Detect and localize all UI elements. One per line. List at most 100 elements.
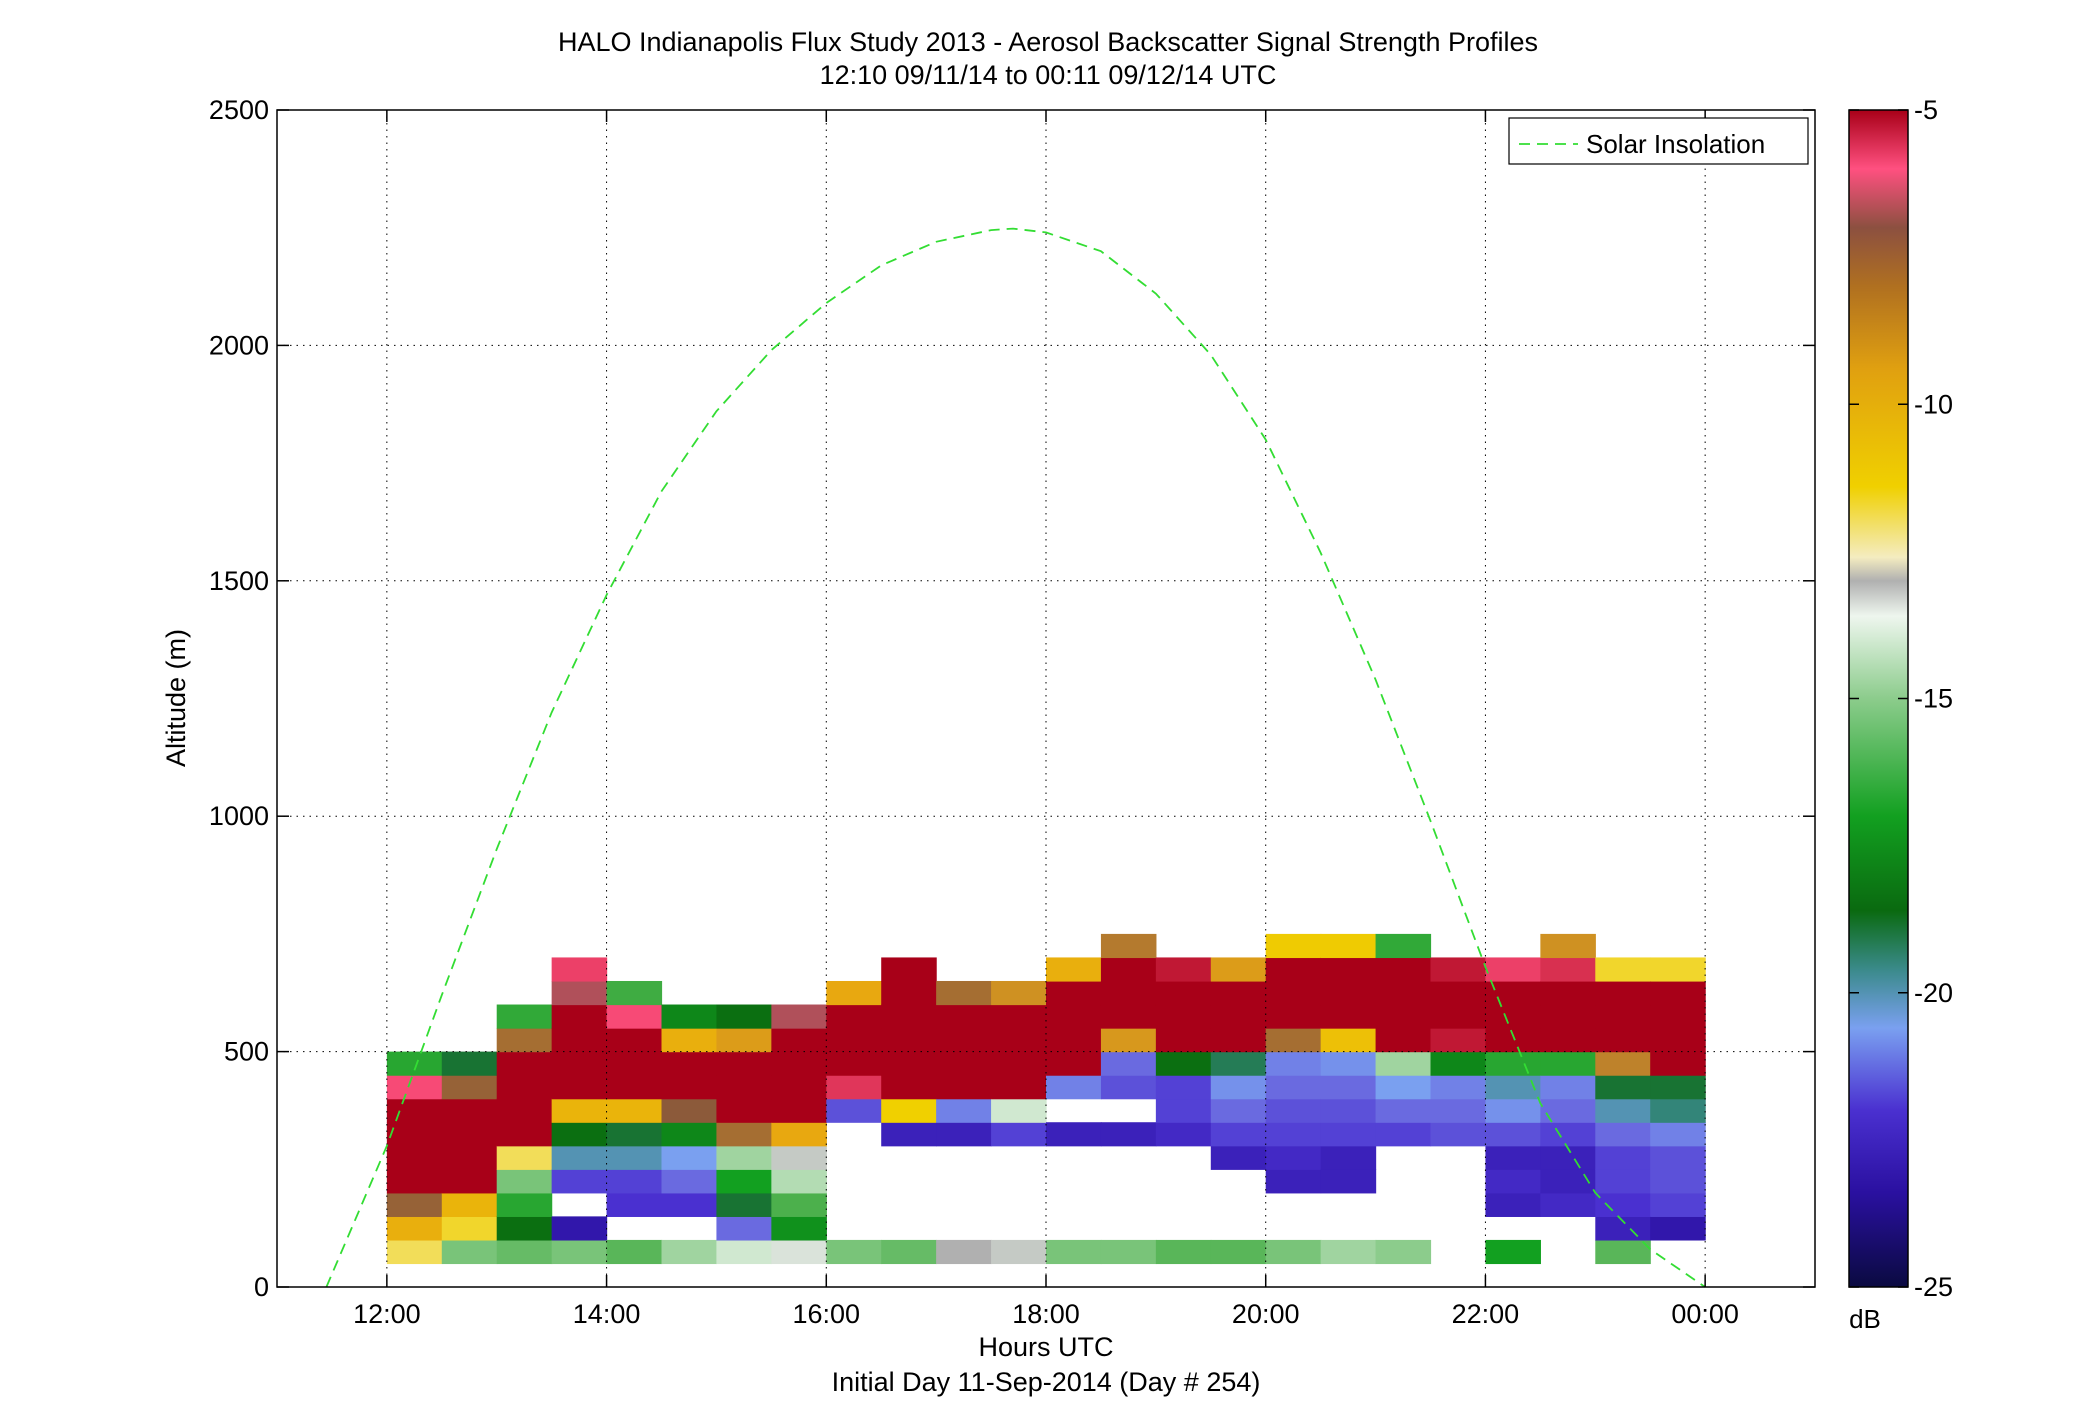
heatmap-cell	[606, 1122, 663, 1147]
heatmap-cell	[496, 1216, 553, 1241]
heatmap-cell	[386, 1098, 443, 1123]
heatmap-cell	[881, 1028, 937, 1053]
heatmap-cell	[1650, 957, 1706, 982]
heatmap-cell	[826, 1051, 882, 1076]
heatmap-cell	[716, 1122, 772, 1147]
heatmap-cell	[1210, 957, 1267, 982]
heatmap-cell	[1265, 1098, 1322, 1123]
colorbar-tick-label: -25	[1914, 1272, 1953, 1302]
heatmap-cell	[551, 1122, 608, 1147]
heatmap-cell	[661, 1075, 718, 1100]
heatmap-cell	[1046, 1051, 1102, 1076]
heatmap-cell	[1540, 957, 1596, 982]
heatmap-cell	[1100, 1239, 1157, 1265]
heatmap-cell	[771, 1192, 827, 1217]
heatmap-cell	[1430, 1098, 1487, 1123]
heatmap-cell	[936, 1051, 992, 1076]
heatmap-cell	[716, 1075, 772, 1100]
heatmap-cell	[551, 1075, 608, 1100]
heatmap-cell	[1320, 980, 1377, 1006]
heatmap-cell	[1265, 1004, 1322, 1029]
heatmap-cell	[386, 1239, 443, 1265]
heatmap-cell	[441, 1051, 498, 1076]
x-tick-label: 18:00	[1012, 1299, 1080, 1329]
heatmap-cell	[1320, 1004, 1377, 1029]
heatmap-cell	[1650, 1145, 1706, 1170]
heatmap-cell	[606, 1051, 663, 1076]
heatmap-cell	[606, 1239, 663, 1265]
heatmap-cell	[386, 1192, 443, 1217]
heatmap-cell	[1485, 1004, 1541, 1029]
heatmap-cell	[441, 1075, 498, 1100]
heatmap-cell	[1320, 1051, 1377, 1076]
heatmap-cell	[551, 1169, 608, 1194]
solar-insolation-line	[325, 227, 1706, 1288]
heatmap-cell	[1595, 1098, 1651, 1123]
heatmap-cell	[496, 1051, 553, 1076]
legend-box	[1508, 117, 1809, 165]
heatmap-cell	[1210, 1145, 1267, 1170]
heatmap-cell	[1265, 1122, 1322, 1147]
heatmap-cell	[441, 1145, 498, 1170]
heatmap-cell	[1265, 1051, 1322, 1076]
heatmap-cell	[1210, 1028, 1267, 1053]
heatmap-cell	[441, 1239, 498, 1265]
heatmap-cell	[1375, 1028, 1432, 1053]
heatmap-cell	[991, 1004, 1047, 1029]
heatmap-cell	[386, 1051, 443, 1076]
heatmap-cell	[1540, 1192, 1596, 1217]
heatmap-cell	[606, 1004, 663, 1029]
heatmap-cell	[1320, 1169, 1377, 1194]
heatmap-cell	[1375, 933, 1432, 959]
heatmap-cell	[936, 1239, 992, 1265]
heatmap-cell	[1540, 1122, 1596, 1147]
heatmap-cell	[826, 980, 882, 1006]
heatmap-cell	[1595, 1192, 1651, 1217]
heatmap-cell	[1046, 1122, 1102, 1147]
heatmap-cell	[1210, 1098, 1267, 1123]
heatmap-cell	[1046, 1004, 1102, 1029]
heatmap-cell	[1540, 1051, 1596, 1076]
axis-ticks: 12:00 14:00 16:00 18:00 20:00 22:00 00:00 0 500 1…	[209, 95, 1815, 1329]
heatmap-cell	[936, 1004, 992, 1029]
heatmap-cell	[661, 1192, 718, 1217]
heatmap-cell	[1375, 1122, 1432, 1147]
heatmap-cell	[1100, 1075, 1157, 1100]
heatmap-cell	[1100, 933, 1157, 959]
heatmap-cell	[771, 1098, 827, 1123]
heatmap-cell	[606, 1098, 663, 1123]
heatmap-cell	[1320, 1028, 1377, 1053]
heatmap-cell	[551, 1028, 608, 1053]
heatmap-cell	[441, 1098, 498, 1123]
heatmap-cell	[1595, 1028, 1651, 1053]
heatmap-cell	[991, 1028, 1047, 1053]
x-tick-label: 14:00	[573, 1299, 641, 1329]
heatmap-cell	[1595, 957, 1651, 982]
heatmap-cell	[1265, 1239, 1322, 1265]
heatmap-cell	[1650, 1098, 1706, 1123]
heatmap-cell	[1155, 1098, 1212, 1123]
heatmap-cell	[1595, 980, 1651, 1006]
heatmap-cell	[826, 1028, 882, 1053]
heatmap-cell	[1650, 1051, 1706, 1076]
heatmap-cell	[1155, 1239, 1212, 1265]
heatmap-cell	[1540, 1075, 1596, 1100]
heatmap-cell	[716, 1216, 772, 1241]
heatmap-cell	[1210, 1051, 1267, 1076]
heatmap-cell	[771, 1239, 827, 1265]
heatmap-cell	[771, 1075, 827, 1100]
heatmap-cell	[1265, 1169, 1322, 1194]
heatmap-cell	[716, 1051, 772, 1076]
heatmap-cell	[1485, 1051, 1541, 1076]
y-tick-label: 0	[254, 1272, 269, 1302]
heatmap-cell	[1540, 1004, 1596, 1029]
heatmap-cell	[1595, 1051, 1651, 1076]
heatmap-cell	[661, 1239, 718, 1265]
heatmap-cell	[826, 1075, 882, 1100]
y-axis-label: Altitude (m)	[161, 629, 191, 767]
colorbar-unit: dB	[1849, 1304, 1881, 1334]
heatmap-cell	[441, 1122, 498, 1147]
heatmap-cell	[991, 1122, 1047, 1147]
heatmap-cell	[1595, 1075, 1651, 1100]
heatmap-cell	[1595, 1004, 1651, 1029]
